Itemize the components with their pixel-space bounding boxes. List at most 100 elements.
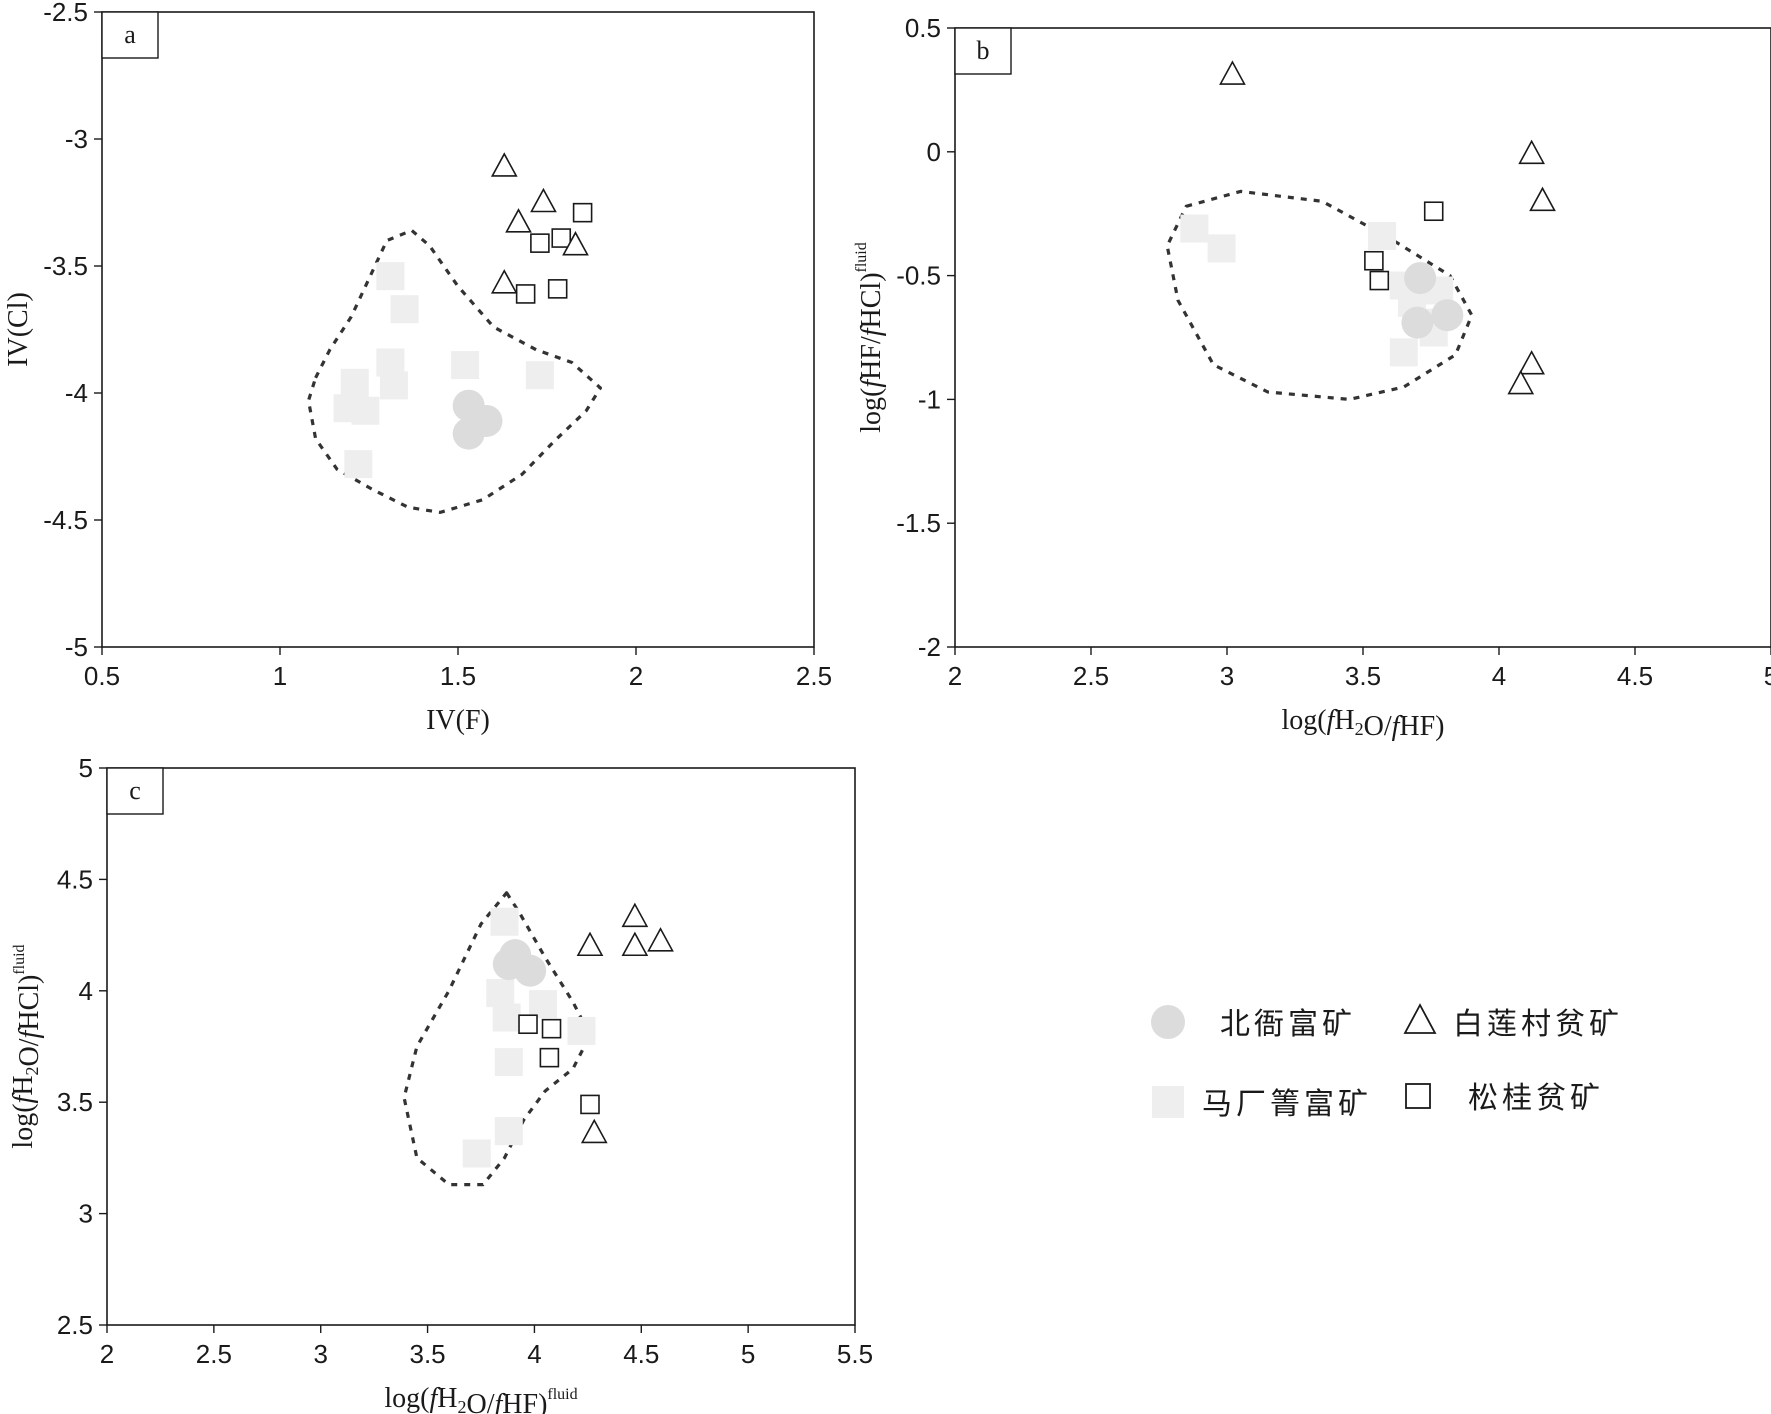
data-point-bailiancun bbox=[490, 152, 518, 177]
x-tick-label: 3.5 bbox=[409, 1339, 445, 1369]
data-point-bailiancun bbox=[621, 931, 649, 957]
panel-label: c bbox=[129, 776, 141, 805]
data-point-songgui bbox=[580, 1094, 600, 1115]
data-point-bailiancun bbox=[1518, 350, 1545, 375]
data-point-bailiancun bbox=[530, 187, 557, 213]
x-axis-label: IV(F) bbox=[426, 705, 490, 736]
panel-label-box bbox=[106, 767, 164, 815]
data-point-beiya bbox=[1431, 299, 1464, 332]
data-point-songgui bbox=[572, 202, 593, 223]
data-point-bailiancun bbox=[505, 208, 532, 233]
legend-marker-songgui bbox=[1405, 1083, 1431, 1109]
data-point-machang bbox=[492, 1003, 521, 1032]
data-point-bailiancun bbox=[1518, 139, 1545, 165]
y-tick-label: 0 bbox=[927, 137, 941, 167]
y-tick-label: 4.5 bbox=[57, 864, 93, 894]
legend-item-machang: 马厂箐富矿 bbox=[1152, 1086, 1372, 1122]
data-point-songgui bbox=[1364, 250, 1384, 271]
x-tick-label: 1 bbox=[273, 661, 287, 691]
data-point-songgui bbox=[539, 1047, 560, 1068]
data-point-bailiancun bbox=[562, 231, 589, 256]
y-tick-label: -0.5 bbox=[896, 261, 941, 291]
y-tick-label: -4.5 bbox=[43, 505, 88, 535]
data-point-machang bbox=[451, 351, 480, 380]
x-tick-label: 5 bbox=[741, 1339, 755, 1369]
data-point-machang bbox=[490, 907, 519, 936]
x-tick-label: 3.5 bbox=[1345, 661, 1381, 691]
data-point-machang bbox=[494, 1117, 523, 1146]
x-tick-label: 5 bbox=[1764, 661, 1771, 691]
legend-label-machang: 马厂箐富矿 bbox=[1202, 1087, 1372, 1122]
data-point-machang bbox=[340, 368, 369, 397]
x-tick-label: 4.5 bbox=[623, 1339, 659, 1369]
y-tick-label: -2 bbox=[918, 632, 941, 662]
x-tick-label: 4 bbox=[527, 1339, 541, 1369]
y-tick-label: 3 bbox=[79, 1199, 93, 1229]
data-point-songgui bbox=[541, 1018, 562, 1039]
x-tick-label: 2.5 bbox=[796, 661, 832, 691]
data-point-machang bbox=[494, 1048, 523, 1077]
data-point-bailiancun bbox=[580, 1118, 608, 1144]
x-tick-label: 2 bbox=[100, 1339, 114, 1369]
chart-panel-c: c2 2.5 3 3.5 4 4.5 5 5.554.543.532.5log(fH2O/fH… bbox=[8, 753, 873, 1414]
data-point-machang bbox=[390, 295, 419, 324]
legend-marker-bailiancun bbox=[1403, 1003, 1437, 1034]
y-tick-label: -5 bbox=[65, 632, 88, 662]
x-tick-label: 3 bbox=[313, 1339, 327, 1369]
data-point-bailiancun bbox=[1219, 60, 1246, 85]
chart-panel-b: b 2 2.5 3 3.5 4 4.5 5 0.5 0 -0.5 -1 -1.5 -2 log(fH2O/f… bbox=[853, 13, 1771, 742]
data-point-beiya bbox=[452, 417, 485, 450]
x-tick-label: 4.5 bbox=[1617, 661, 1653, 691]
y-tick-label: 4 bbox=[79, 976, 93, 1006]
data-point-songgui bbox=[530, 233, 550, 253]
y-tick-label: 0.5 bbox=[905, 13, 941, 43]
data-point-bailiancun bbox=[1507, 369, 1535, 395]
legend-item-bailiancun: 白莲村贫矿 bbox=[1403, 1003, 1623, 1042]
data-point-songgui bbox=[515, 284, 536, 304]
y-tick-label: -4 bbox=[65, 378, 88, 408]
field-outline bbox=[306, 228, 602, 514]
chart-panel-a: a 0.5 1 1.5 2 2.5 -2.5 -3 -3.5 -4 -4.5 -5 IV(F) IV(Cl… bbox=[3, 0, 832, 736]
data-point-beiya bbox=[1401, 306, 1434, 339]
data-point-machang bbox=[486, 979, 515, 1008]
x-axis-label: log(fH2O/fHF)fluid bbox=[384, 1383, 577, 1414]
y-tick-label: 5 bbox=[79, 753, 93, 783]
x-tick-label: 2.5 bbox=[196, 1339, 232, 1369]
x-tick-label: 2 bbox=[948, 661, 962, 691]
y-axis-label: log(fHF/fHCl)fluid bbox=[853, 242, 887, 432]
x-tick-label: 4 bbox=[1492, 661, 1506, 691]
data-point-machang bbox=[528, 990, 557, 1019]
data-point-songgui bbox=[1369, 270, 1390, 291]
data-point-machang bbox=[379, 371, 408, 400]
data-point-machang bbox=[344, 450, 373, 479]
x-axis-label: log(fH2O/fHF) bbox=[1281, 705, 1444, 742]
plot-frame bbox=[101, 11, 815, 648]
field-outline bbox=[1165, 189, 1474, 401]
data-point-machang bbox=[1180, 214, 1209, 243]
data-point-beiya bbox=[492, 948, 525, 981]
data-point-songgui bbox=[1423, 201, 1444, 222]
y-tick-label: -1 bbox=[918, 384, 941, 414]
data-point-machang bbox=[462, 1139, 491, 1168]
legend-label-bailiancun: 白莲村贫矿 bbox=[1453, 1007, 1623, 1042]
legend-marker-machang bbox=[1152, 1086, 1184, 1118]
data-point-machang bbox=[567, 1016, 596, 1045]
data-point-bailiancun bbox=[576, 931, 604, 957]
plot-frame bbox=[106, 767, 856, 1326]
y-tick-label: -3.5 bbox=[43, 251, 88, 281]
data-point-machang bbox=[1207, 234, 1236, 263]
legend-label-beiya: 北衙富矿 bbox=[1220, 1007, 1356, 1042]
data-point-bailiancun bbox=[1529, 186, 1556, 212]
y-axis-label: IV(Cl) bbox=[3, 292, 34, 367]
panel-label: b bbox=[977, 36, 990, 65]
data-point-machang bbox=[1368, 221, 1397, 250]
data-point-bailiancun bbox=[490, 269, 518, 294]
x-tick-label: 1.5 bbox=[440, 661, 476, 691]
panel-label-box bbox=[954, 27, 1012, 75]
field-outline bbox=[402, 891, 592, 1187]
x-tick-label: 5.5 bbox=[837, 1339, 873, 1369]
data-point-machang bbox=[525, 361, 554, 390]
legend-item-beiya: 北衙富矿 bbox=[1151, 1005, 1356, 1042]
